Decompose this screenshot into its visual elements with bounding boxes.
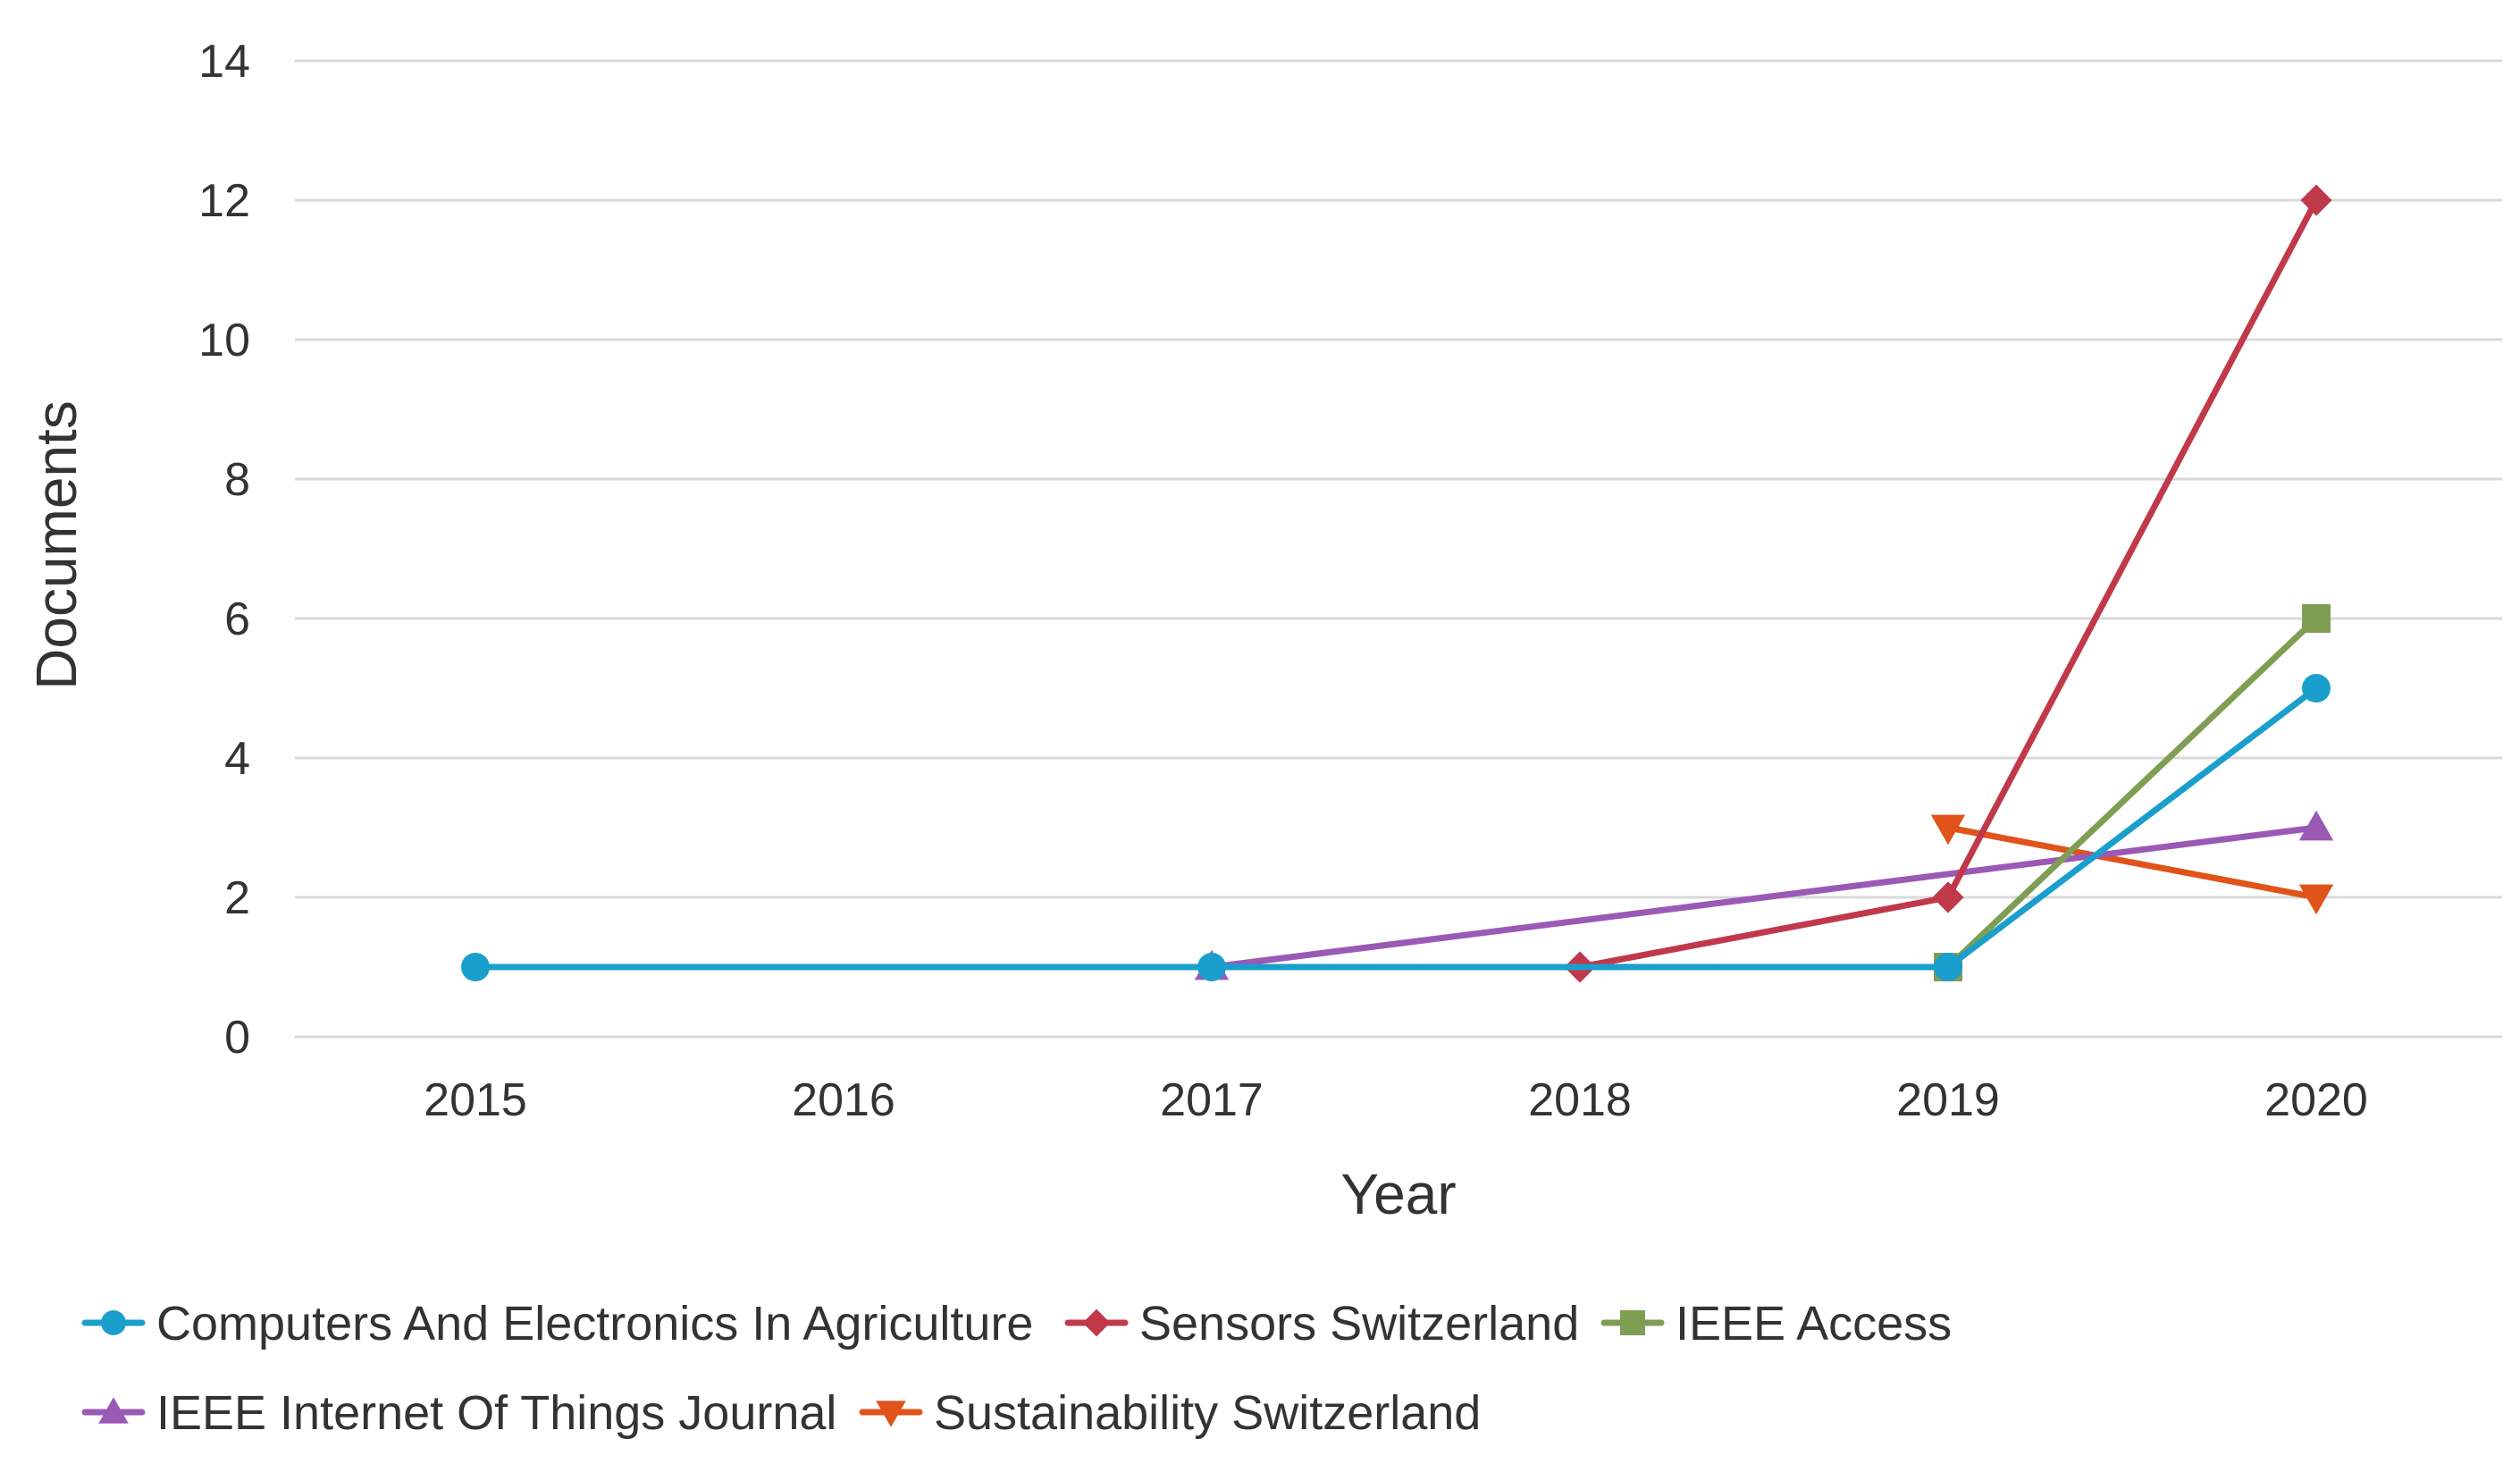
legend-label: Sensors Switzerland (1139, 1297, 1579, 1350)
y-tick-label-14: 14 (198, 36, 250, 88)
y-axis-ticks: 0 2 4 6 8 10 12 14 (198, 36, 250, 1064)
legend-swatch-marker (1082, 1308, 1111, 1337)
legend-item-computers-and-electronics-in-agriculture[interactable]: Computers And Electronics In Agriculture (81, 1297, 1033, 1350)
x-axis-ticks: 2015 2016 2017 2018 2019 2020 (424, 1074, 2368, 1126)
data-point-sensors-switzerland-2019 (1932, 881, 1964, 913)
y-tick-label-6: 6 (224, 593, 250, 645)
data-point-computers-and-electronics-in-agriculture-2020 (2302, 674, 2331, 703)
data-point-computers-and-electronics-in-agriculture-2017 (1197, 953, 1226, 981)
x-tick-label-2017: 2017 (1160, 1074, 1264, 1126)
legend-label: IEEE Access (1676, 1297, 1952, 1350)
series-ieee-access (1934, 604, 2331, 981)
x-tick-label-2016: 2016 (792, 1074, 895, 1126)
data-point-sensors-switzerland-2020 (2300, 184, 2332, 216)
y-tick-label-0: 0 (224, 1012, 250, 1064)
data-point-computers-and-electronics-in-agriculture-2015 (461, 953, 490, 981)
x-tick-label-2015: 2015 (424, 1074, 527, 1126)
x-axis-title: Year (1340, 1162, 1456, 1226)
data-point-ieee-internet-of-things-journal-2020 (2298, 810, 2334, 841)
legend-swatch-marker (876, 1401, 906, 1427)
series-ieee-internet-of-things-journal (1194, 810, 2334, 980)
legend-item-sustainability-switzerland[interactable]: Sustainability Switzerland (859, 1386, 1481, 1440)
series-line-computers-and-electronics-in-agriculture (472, 685, 2320, 971)
y-tick-label-4: 4 (224, 733, 250, 785)
series-line-ieee-access (1945, 615, 2320, 971)
legend-item-ieee-access[interactable]: IEEE Access (1600, 1297, 1952, 1350)
data-point-sustainability-switzerland-2019 (1930, 814, 1966, 846)
y-tick-label-2: 2 (224, 872, 250, 924)
series-line-ieee-internet-of-things-journal (1208, 824, 2320, 971)
x-tick-label-2018: 2018 (1528, 1074, 1632, 1126)
data-point-ieee-access-2020 (2302, 604, 2331, 633)
legend-item-sensors-switzerland[interactable]: Sensors Switzerland (1064, 1297, 1579, 1350)
series-computers-and-electronics-in-agriculture (461, 674, 2331, 981)
y-tick-label-12: 12 (198, 175, 250, 227)
legend-label: Sustainability Switzerland (934, 1386, 1481, 1440)
legend-label: IEEE Internet Of Things Journal (156, 1386, 836, 1440)
x-tick-label-2019: 2019 (1896, 1074, 2000, 1126)
series-line-sensors-switzerland (1576, 197, 2320, 971)
legend: Computers And Electronics In Agriculture… (81, 1297, 1952, 1440)
legend-item-ieee-internet-of-things-journal[interactable]: IEEE Internet Of Things Journal (81, 1386, 836, 1440)
series-line-sustainability-switzerland (1945, 824, 2320, 901)
legend-label: Computers And Electronics In Agriculture (156, 1297, 1033, 1350)
legend-swatch-marker (101, 1310, 126, 1335)
series-sustainability-switzerland (1930, 814, 2334, 915)
series-sensors-switzerland (1564, 184, 2332, 983)
legend-swatch-marker (1620, 1310, 1645, 1335)
data-point-computers-and-electronics-in-agriculture-2019 (1934, 953, 1962, 981)
y-axis-title: Documents (24, 400, 88, 690)
x-tick-label-2020: 2020 (2264, 1074, 2368, 1126)
data-point-sustainability-switzerland-2020 (2298, 884, 2334, 915)
y-tick-label-8: 8 (224, 454, 250, 506)
grid-layer (295, 59, 2502, 1039)
y-tick-label-10: 10 (198, 315, 250, 366)
series-layer (461, 184, 2334, 983)
legend-swatch-marker (98, 1397, 129, 1424)
